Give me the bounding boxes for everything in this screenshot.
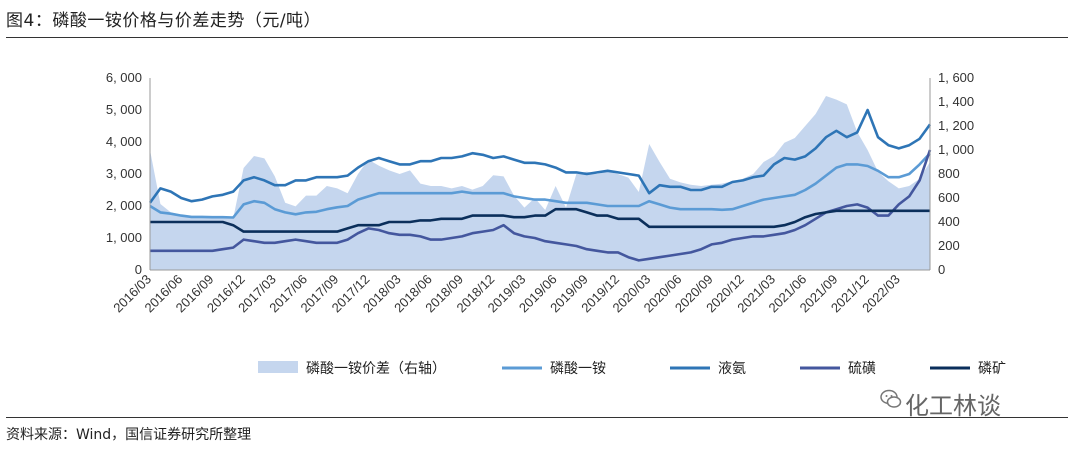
right-tick-label: 1, 600 <box>938 70 974 85</box>
left-tick-label: 1, 000 <box>106 230 142 245</box>
left-tick-label: 4, 000 <box>106 134 142 149</box>
wechat-icon <box>880 389 902 408</box>
right-tick-label: 600 <box>938 190 960 205</box>
legend-label: 硫磺 <box>848 361 876 377</box>
legend-label: 磷矿 <box>978 361 1006 377</box>
right-tick-label: 1, 200 <box>938 118 974 133</box>
right-tick-label: 0 <box>938 262 945 277</box>
right-tick-label: 800 <box>938 166 960 181</box>
legend-label: 磷酸一铵价差（右轴） <box>306 361 446 377</box>
watermark-text: 化工林谈 <box>905 392 1001 420</box>
right-tick-label: 1, 400 <box>938 94 974 109</box>
series-line-1 <box>149 152 931 219</box>
chart-title: 图4：磷酸一铵价格与价差走势（元/吨） <box>6 11 322 31</box>
left-tick-label: 5, 000 <box>106 102 142 117</box>
left-tick-label: 0 <box>135 262 142 277</box>
right-tick-label: 1, 000 <box>938 142 974 157</box>
series-line-3 <box>150 149 932 262</box>
right-tick-label: 200 <box>938 238 960 253</box>
left-tick-label: 2, 000 <box>106 198 142 213</box>
series-line-2 <box>148 108 932 204</box>
legend-swatch-area <box>258 361 298 373</box>
bottom-rule <box>6 417 1068 418</box>
legend-label: 液氨 <box>718 361 746 377</box>
legend-label: 磷酸一铵 <box>550 361 606 377</box>
series-line-4 <box>150 207 930 233</box>
left-tick-label: 3, 000 <box>106 166 142 181</box>
source-note: 资料来源：Wind，国信证券研究所整理 <box>6 427 252 443</box>
left-tick-label: 6, 000 <box>106 70 142 85</box>
top-rule <box>6 37 1068 38</box>
right-tick-label: 400 <box>938 214 960 229</box>
